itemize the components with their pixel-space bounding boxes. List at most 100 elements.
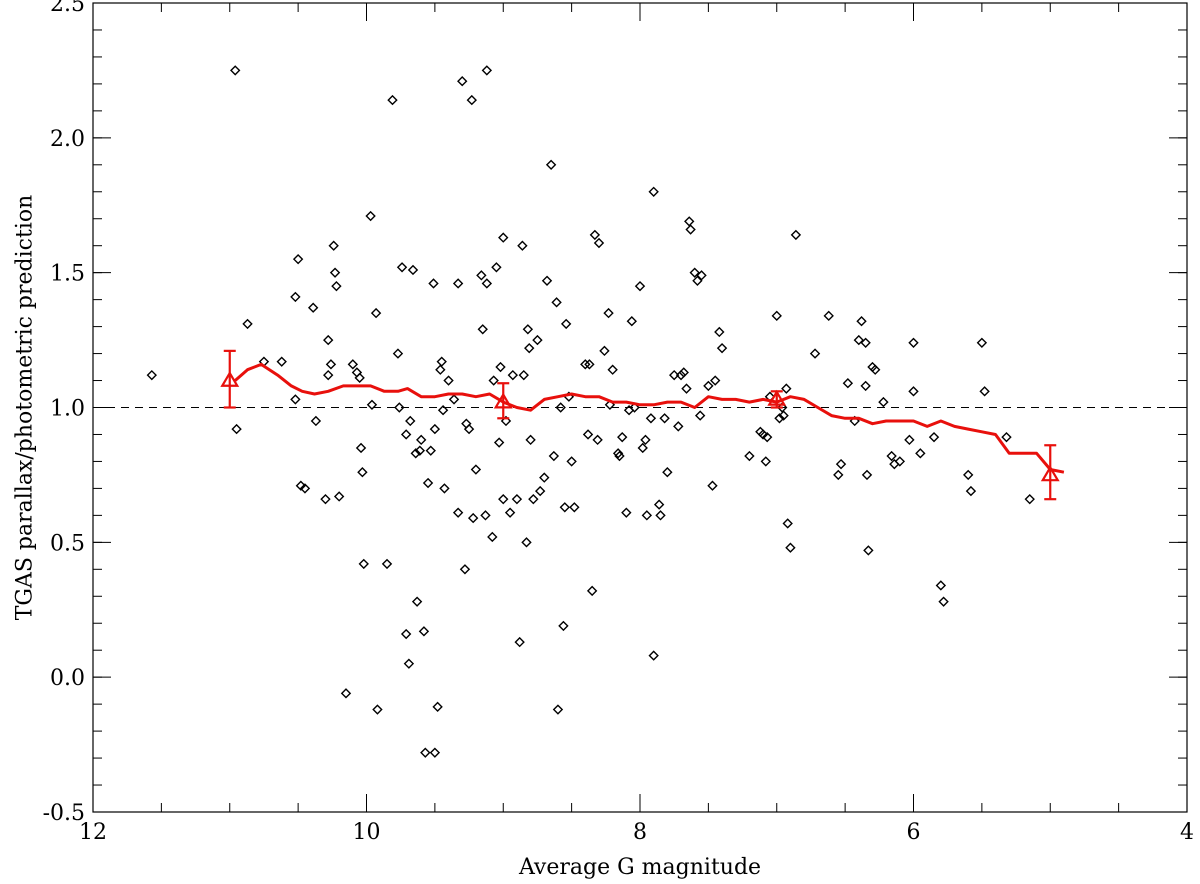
scatter-point [498, 232, 509, 243]
scatter-point [614, 450, 625, 462]
scatter-point [498, 493, 509, 505]
scatter-point [500, 415, 512, 427]
scatter-point [463, 423, 475, 435]
tick-labels: 12 10 8 6 4 -0.5 0.0 0.5 1.0 1.5 2.0 2.5 [43, 0, 1194, 845]
scatter-point [551, 297, 562, 308]
scatter-point [607, 364, 618, 375]
y-tick-label: 2.0 [50, 127, 85, 152]
scatter-point [358, 558, 369, 570]
scatter-point [477, 324, 488, 335]
y-tick-label: 0.5 [50, 531, 85, 556]
scatter-point [645, 413, 657, 424]
scatter-point [452, 278, 464, 289]
scatter-point [400, 628, 412, 640]
scatter-point [592, 434, 603, 446]
scatter-point [443, 375, 454, 386]
scatter-point [915, 448, 926, 459]
scatter-point [528, 493, 539, 505]
binned-point [493, 392, 513, 409]
scatter-point [290, 291, 301, 303]
scatter-point [835, 458, 847, 470]
scatter-point [325, 359, 337, 370]
scatter-point [307, 302, 319, 313]
scatter-series [146, 65, 1035, 758]
scatter-point [860, 380, 871, 392]
scatter-point [420, 747, 431, 758]
scatter-point [692, 275, 703, 286]
scatter-point [481, 65, 493, 76]
scatter-point [673, 421, 684, 432]
scatter-point [703, 380, 714, 392]
scatter-point [522, 324, 534, 335]
scatter-point [146, 369, 157, 381]
scatter-point [842, 378, 854, 389]
scatter-point [411, 596, 423, 607]
scatter-point [320, 493, 331, 505]
scatter-point [662, 467, 673, 478]
scatter-point [777, 402, 788, 413]
scatter-point [629, 402, 640, 413]
scatter-point [938, 596, 949, 607]
scatter-point [366, 399, 378, 410]
scatter-point [809, 348, 821, 359]
scatter-point [894, 456, 906, 467]
scatter-point [242, 318, 253, 330]
scatter-point [589, 229, 601, 241]
scatter-point [357, 467, 368, 478]
scatter-point [276, 356, 287, 367]
scatter-point [534, 485, 546, 497]
running-median-line [234, 362, 1065, 474]
scatter-point [685, 224, 696, 235]
scatter-point [707, 480, 718, 491]
scatter-point [979, 386, 990, 397]
scatter-point [778, 410, 789, 421]
scatter-point [416, 434, 427, 446]
scatter-point [331, 280, 342, 292]
scatter-point [681, 383, 692, 394]
scatter-point [481, 278, 493, 289]
x-tick-label: 6 [907, 820, 921, 845]
scatter-point [511, 493, 523, 505]
scatter-point [908, 386, 919, 397]
scatter-point [889, 458, 900, 470]
scatter-point [403, 658, 415, 669]
scatter-point [856, 316, 867, 327]
binned-points [220, 349, 1060, 501]
scatter-point [487, 531, 498, 543]
scatter-point [488, 375, 499, 386]
y-tick-label: 2.5 [50, 0, 85, 17]
scatter-point [299, 483, 311, 494]
scatter-point [392, 348, 404, 359]
scatter-point [757, 429, 769, 440]
scatter-point [524, 342, 535, 354]
scatter-point [545, 159, 557, 170]
scatter-point [782, 518, 793, 529]
scatter-point [552, 704, 564, 715]
scatter-point [541, 275, 553, 286]
scatter-point [387, 94, 398, 106]
scatter-point [928, 431, 940, 443]
x-tick-label: 12 [79, 820, 107, 845]
scatter-point [323, 334, 334, 346]
scatter-point [904, 434, 915, 446]
scatter-point [295, 480, 307, 491]
x-tick-label: 10 [353, 820, 381, 845]
y-tick-label: 1.0 [50, 397, 85, 422]
y-tick-label: 0.0 [50, 666, 85, 691]
scatter-point [470, 464, 482, 475]
scatter-point [655, 510, 666, 521]
scatter-point [696, 270, 707, 281]
scatter-point [755, 426, 766, 437]
scatter-point [861, 469, 873, 481]
scatter-point [439, 483, 450, 494]
scatter-point [432, 701, 443, 713]
scatter-point [407, 264, 419, 276]
scatter-point [710, 375, 721, 386]
scatter-point [621, 507, 632, 518]
scatter-point [558, 620, 569, 632]
scatter-point [771, 310, 782, 322]
scatter-point [774, 413, 785, 424]
scatter-point [491, 262, 502, 273]
scatter-point [559, 502, 570, 513]
scatter-point [689, 267, 700, 278]
